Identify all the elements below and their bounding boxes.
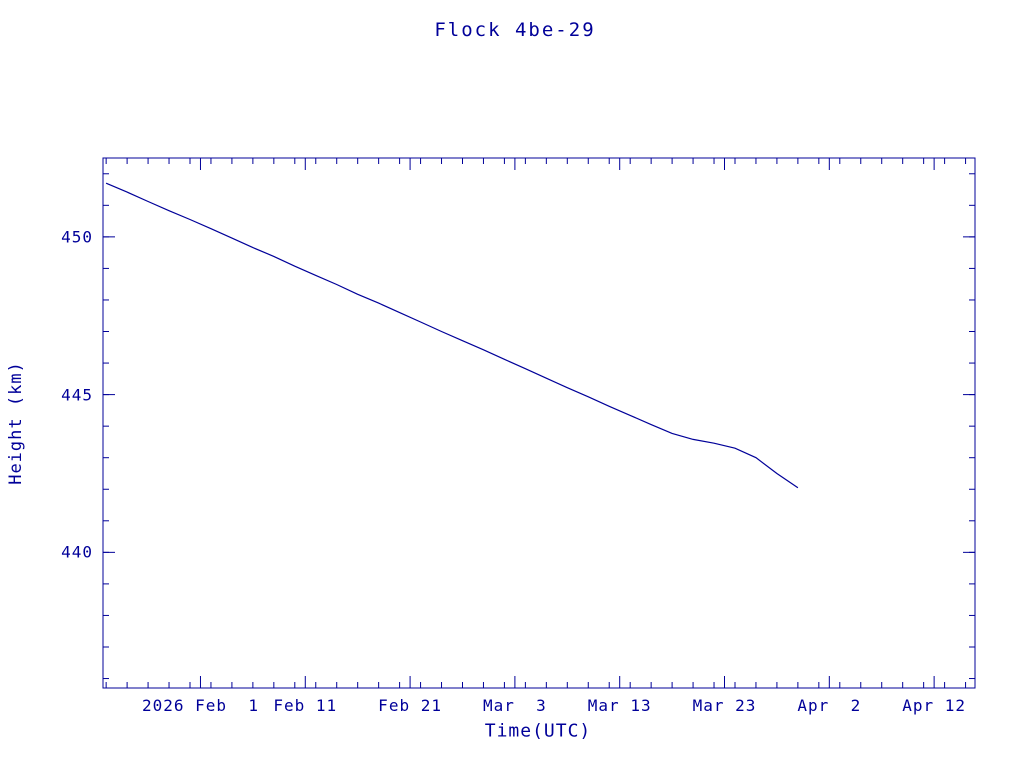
y-tick-label: 445 — [61, 385, 93, 405]
x-tick-label: Mar 3 — [482, 696, 547, 715]
x-tick-label: Apr 2 — [797, 696, 862, 715]
chart-title: Flock 4be-29 — [434, 19, 596, 41]
x-tick-label: Mar 13 — [587, 696, 652, 715]
y-tick-label: 450 — [61, 227, 93, 247]
x-axis-label: Time(UTC) — [484, 720, 592, 742]
y-tick-label: 440 — [61, 542, 93, 562]
axis-frame — [102, 157, 976, 689]
x-tick-label: Mar 23 — [692, 696, 757, 715]
height-series-line — [105, 182, 799, 489]
x-tick-label: Apr 12 — [902, 696, 967, 715]
x-tick-label: Feb 21 — [378, 696, 442, 715]
x-tick-label: Feb 11 — [273, 696, 338, 715]
x-tick-label: 2026 Feb 1 — [141, 696, 259, 715]
